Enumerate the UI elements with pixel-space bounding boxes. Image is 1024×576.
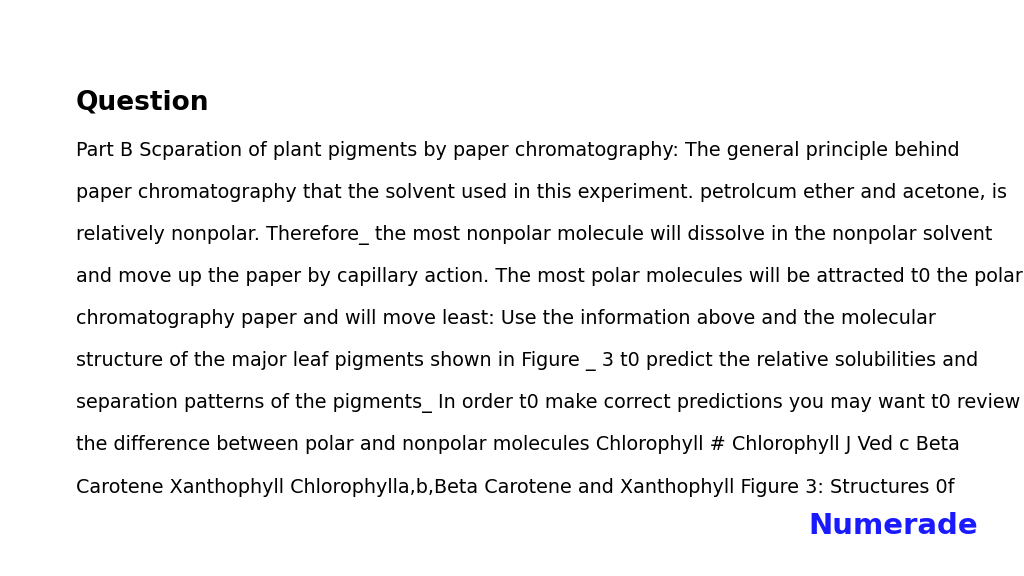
Text: paper chromatography that the solvent used in this experiment. petrolcum ether a: paper chromatography that the solvent us… <box>76 183 1007 202</box>
Text: Part B Scparation of plant pigments by paper chromatography: The general princip: Part B Scparation of plant pigments by p… <box>76 141 959 160</box>
Text: Carotene Xanthophyll Chlorophylla,b,Beta Carotene and Xanthophyll Figure 3: Stru: Carotene Xanthophyll Chlorophylla,b,Beta… <box>76 478 954 497</box>
Text: structure of the major leaf pigments shown in Figure _ 3 t0 predict the relative: structure of the major leaf pigments sho… <box>76 351 978 372</box>
Text: separation patterns of the pigments_ In order t0 make correct predictions you ma: separation patterns of the pigments_ In … <box>76 393 1020 414</box>
Text: relatively nonpolar. Therefore_ the most nonpolar molecule will dissolve in the : relatively nonpolar. Therefore_ the most… <box>76 225 992 245</box>
Text: and move up the paper by capillary action. The most polar molecules will be attr: and move up the paper by capillary actio… <box>76 267 1023 286</box>
Text: the difference between polar and nonpolar molecules Chlorophyll # Chlorophyll J : the difference between polar and nonpola… <box>76 435 959 454</box>
Text: Numerade: Numerade <box>808 512 978 540</box>
Text: chromatography paper and will move least: Use the information above and the mole: chromatography paper and will move least… <box>76 309 936 328</box>
Text: Question: Question <box>76 89 210 115</box>
